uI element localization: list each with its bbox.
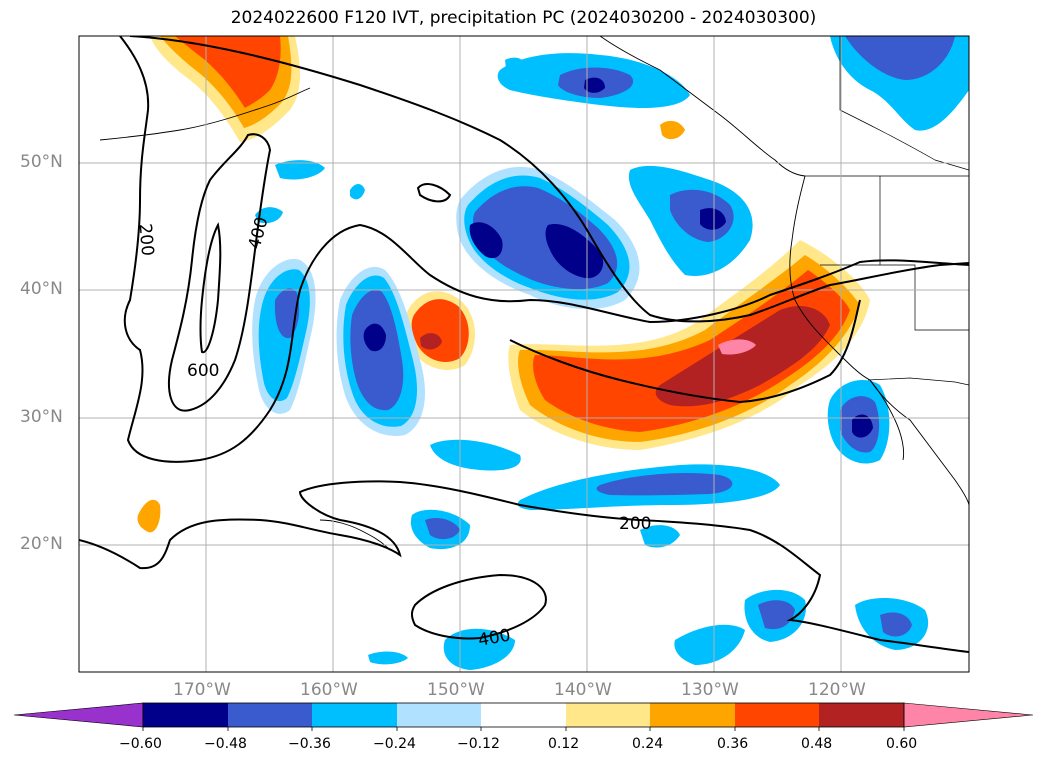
colorbar-tick-label: 0.24	[632, 736, 664, 752]
lat-label-20n: 20°N	[20, 534, 63, 554]
negative-region-subtropical-high	[596, 473, 733, 496]
lat-label-30n: 30°N	[20, 407, 63, 427]
lon-label-140w: 140°W	[554, 680, 612, 700]
border-state-1	[879, 176, 969, 331]
colorbar-extend-min	[13, 702, 144, 728]
colorbar-tick-label: −0.48	[204, 736, 247, 752]
positive-region-main-core	[655, 305, 830, 407]
colorbar-tick-label: 0.48	[801, 736, 833, 752]
lon-label-150w: 150°W	[427, 680, 485, 700]
colorbar-tick-label: −0.24	[373, 736, 416, 752]
colorbar-bin-5	[481, 703, 566, 727]
negative-anomaly-layer	[252, 36, 969, 670]
ivt-contour-small-loop	[416, 183, 452, 203]
colorbar-tick-label: 0.12	[548, 736, 580, 752]
negative-region-small-north-center	[505, 57, 527, 73]
negative-region-small-west-2	[350, 184, 365, 200]
border-alaska-canada	[839, 36, 969, 171]
negative-region-baja-core	[852, 414, 873, 438]
negative-region-hawaii-south-high	[425, 518, 460, 540]
ivt-contour-600	[199, 222, 222, 354]
coastline-baja	[869, 379, 905, 461]
coastline-north-america-west	[789, 175, 969, 506]
negative-region-small-south	[368, 651, 408, 665]
lat-label-40n: 40°N	[20, 279, 63, 299]
colorbar-bin-4	[397, 703, 481, 727]
positive-region-main-high	[533, 270, 850, 432]
negative-region-canada-high	[845, 36, 955, 80]
colorbar-bin-8	[735, 703, 819, 727]
ivt-contour-400-west	[168, 133, 272, 412]
ivt-contour-lower-arc	[509, 299, 861, 404]
ivt-contour-400-south	[411, 573, 547, 640]
map-field: 200 400 600 200 400	[79, 36, 969, 672]
negative-region-far-southeast-high	[880, 612, 912, 637]
contour-label-200-south: 200	[619, 514, 651, 534]
negative-region-southeast-2-high	[758, 600, 795, 630]
colorbar-tick-label: −0.12	[457, 736, 500, 752]
colorbar	[13, 702, 1034, 731]
negative-region-small-west-3	[255, 207, 283, 224]
political-borders	[805, 36, 969, 386]
colorbar-bin-1	[143, 703, 228, 727]
ivt-contour-upper-arc	[129, 36, 969, 323]
negative-region-central-core	[545, 224, 604, 279]
colorbar-bin-6	[566, 703, 650, 727]
ivt-contours	[79, 36, 969, 653]
lon-label-160w: 160°W	[300, 680, 358, 700]
lon-label-130w: 130°W	[681, 680, 739, 700]
colorbar-bin-9	[819, 703, 904, 727]
positive-region-small-north	[660, 120, 685, 140]
colorbar-bin-2	[228, 703, 312, 727]
ivt-contour-200-west	[119, 36, 969, 463]
border-us-mexico	[867, 377, 969, 386]
contour-label-200-west: 200	[134, 223, 157, 257]
map-title: 2024022600 F120 IVT, precipitation PC (2…	[230, 8, 817, 28]
colorbar-frame	[142, 702, 905, 728]
negative-region-gulf-alaska-core	[584, 77, 605, 93]
colorbar-bin-7	[650, 703, 735, 727]
colorbar-ticks	[142, 727, 905, 731]
negative-region-northeast-core	[700, 208, 726, 230]
positive-region-northwest-high	[175, 36, 281, 108]
negative-region-small-west-1	[275, 160, 325, 180]
contour-label-600: 600	[187, 361, 219, 381]
negative-region-small-east	[640, 525, 680, 548]
graticule	[79, 36, 969, 672]
lon-label-170w: 170°W	[173, 680, 231, 700]
lat-label-50n: 50°N	[20, 152, 63, 172]
colorbar-extend-max	[903, 702, 1034, 728]
coastline-alaska	[599, 36, 806, 177]
ivt-contour-200-south	[79, 480, 969, 653]
positive-region-small-west	[137, 499, 161, 533]
negative-region-southeast	[674, 624, 745, 665]
negative-region-hawaii-north	[430, 439, 521, 471]
positive-region-central-core	[420, 333, 442, 350]
aleutian-islands	[99, 87, 311, 141]
lon-label-120w: 120°W	[808, 680, 866, 700]
colorbar-bin-3	[312, 703, 397, 727]
colorbar-tick-label: −0.60	[119, 736, 162, 752]
positive-region-main-peak	[718, 339, 756, 355]
negative-region-midwest-core	[363, 323, 386, 352]
colorbar-tick-label: 0.60	[886, 736, 918, 752]
colorbar-tick-label: −0.36	[288, 736, 331, 752]
negative-region-central-core-west	[469, 222, 503, 259]
map-frame	[78, 35, 970, 673]
colorbar-tick-label: 0.36	[717, 736, 749, 752]
